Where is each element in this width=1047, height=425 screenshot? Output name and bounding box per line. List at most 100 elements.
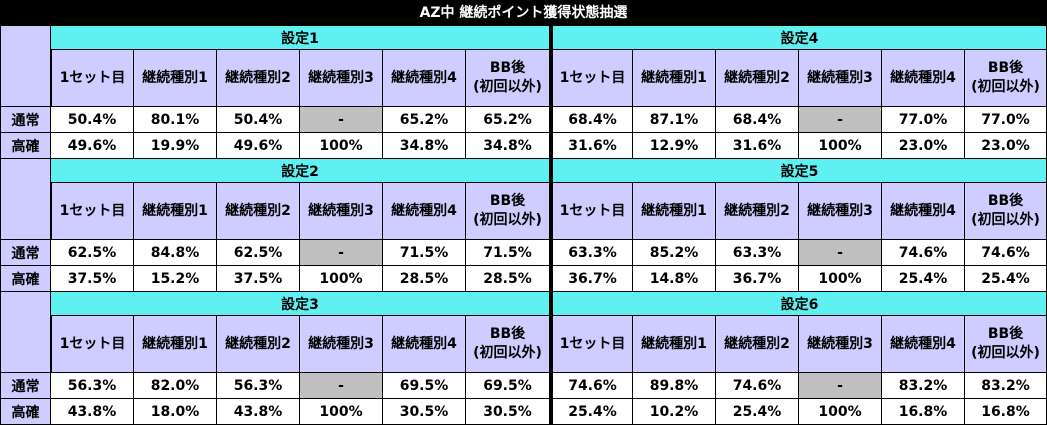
value-cell: 84.8% bbox=[134, 240, 217, 266]
row-label-high: 高確 bbox=[0, 133, 51, 159]
value-cell: 12.9% bbox=[633, 133, 716, 159]
column-header-bb-line1: BB後 bbox=[987, 326, 1024, 342]
setting-label-right: 設定5 bbox=[550, 159, 1047, 183]
value-cell: 31.6% bbox=[550, 133, 633, 159]
value-cell: 19.9% bbox=[134, 133, 217, 159]
value-cell: 68.4% bbox=[716, 107, 799, 133]
table-row: 高確 49.6% 19.9% 49.6% 100% 34.8% 34.8% 31.6% 12.9… bbox=[0, 133, 1047, 159]
value-cell: 65.2% bbox=[383, 107, 466, 133]
table-row: 高確 43.8% 18.0% 43.8% 100% 30.5% 30.5% 25.4% 10.2… bbox=[0, 399, 1047, 425]
value-cell: 62.5% bbox=[51, 240, 134, 266]
row-label-normal: 通常 bbox=[0, 107, 51, 133]
value-cell: 49.6% bbox=[51, 133, 134, 159]
column-header: 継続種別2 bbox=[217, 183, 300, 240]
value-cell: 50.4% bbox=[217, 107, 300, 133]
column-header: 継続種別3 bbox=[799, 316, 882, 373]
column-header-bb: BB後 (初回以外) bbox=[466, 183, 550, 240]
column-header: 継続種別3 bbox=[300, 316, 383, 373]
column-header-bb-line2: (初回以外) bbox=[473, 212, 542, 228]
column-header: 1セット目 bbox=[51, 50, 134, 107]
table-row: 通常 62.5% 84.8% 62.5% -71.5% 71.5% 63.3% 85.2% 63… bbox=[0, 240, 1047, 266]
value-cell: 63.3% bbox=[550, 240, 633, 266]
column-header: 継続種別4 bbox=[882, 183, 965, 240]
value-cell: 56.3% bbox=[51, 373, 134, 399]
column-header: 継続種別4 bbox=[882, 50, 965, 107]
value-cell: 83.2% bbox=[882, 373, 965, 399]
value-cell: 23.0% bbox=[882, 133, 965, 159]
value-cell: 50.4% bbox=[51, 107, 134, 133]
value-cell: 100% bbox=[799, 399, 882, 425]
setting-label-left: 設定2 bbox=[51, 159, 550, 183]
value-cell: - bbox=[300, 240, 383, 266]
value-cell: 15.2% bbox=[134, 266, 217, 292]
row-label-high: 高確 bbox=[0, 266, 51, 292]
value-cell: 100% bbox=[300, 133, 383, 159]
table-body: 設定1 設定4 1セット目 継続種別1 継続種別2 継続種別3 継続種別4 BB後 (初回以外)… bbox=[0, 26, 1047, 425]
column-header: 1セット目 bbox=[51, 183, 134, 240]
table-row: 通常 56.3% 82.0% 56.3% -69.5% 69.5% 74.6% 89.8% 74… bbox=[0, 373, 1047, 399]
setting-row: 設定2 設定5 bbox=[0, 159, 1047, 240]
corner-cell bbox=[0, 159, 51, 240]
value-cell: 18.0% bbox=[134, 399, 217, 425]
column-header: 1セット目 bbox=[51, 316, 134, 373]
column-header: 継続種別2 bbox=[716, 183, 799, 240]
probability-table: 設定1 設定4 1セット目 継続種別1 継続種別2 継続種別3 継続種別4 BB後 (初回以外)… bbox=[0, 26, 1047, 425]
value-cell: 30.5% bbox=[383, 399, 466, 425]
column-header-bb-line2: (初回以外) bbox=[971, 212, 1040, 228]
value-cell: 100% bbox=[300, 266, 383, 292]
value-cell: 25.4% bbox=[882, 266, 965, 292]
value-cell: 85.2% bbox=[633, 240, 716, 266]
column-header-bb: BB後 (初回以外) bbox=[466, 50, 550, 107]
value-cell: 89.8% bbox=[633, 373, 716, 399]
value-cell: 34.8% bbox=[383, 133, 466, 159]
value-cell: 62.5% bbox=[217, 240, 300, 266]
value-cell: 71.5% bbox=[466, 240, 550, 266]
value-cell: 71.5% bbox=[383, 240, 466, 266]
column-header: 継続種別4 bbox=[383, 183, 466, 240]
value-cell: 69.5% bbox=[466, 373, 550, 399]
value-cell: 36.7% bbox=[716, 266, 799, 292]
column-header-bb: BB後 (初回以外) bbox=[965, 50, 1047, 107]
value-cell: 43.8% bbox=[217, 399, 300, 425]
column-header: 継続種別1 bbox=[134, 316, 217, 373]
column-header: 継続種別1 bbox=[134, 50, 217, 107]
setting-label-left: 設定1 bbox=[51, 26, 550, 50]
value-cell: 77.0% bbox=[965, 107, 1047, 133]
value-cell: 16.8% bbox=[882, 399, 965, 425]
column-header: 継続種別3 bbox=[300, 183, 383, 240]
value-cell: 56.3% bbox=[217, 373, 300, 399]
value-cell: 28.5% bbox=[383, 266, 466, 292]
value-cell: 68.4% bbox=[550, 107, 633, 133]
value-cell: 16.8% bbox=[965, 399, 1047, 425]
column-header-bb-line1: BB後 bbox=[489, 326, 526, 342]
column-header: 1セット目 bbox=[550, 50, 633, 107]
value-cell: - bbox=[799, 240, 882, 266]
value-cell: 74.6% bbox=[550, 373, 633, 399]
column-header-row: 1セット目 継続種別1 継続種別2 継続種別3 継続種別4 BB後 (初回以外) 1セット目継… bbox=[0, 183, 1047, 240]
column-header: 継続種別3 bbox=[799, 50, 882, 107]
setting-label-left: 設定3 bbox=[51, 292, 550, 316]
value-cell: - bbox=[799, 107, 882, 133]
column-header-bb-line1: BB後 bbox=[987, 193, 1024, 209]
column-header: 継続種別1 bbox=[633, 50, 716, 107]
value-cell: - bbox=[300, 107, 383, 133]
column-header-bb-line1: BB後 bbox=[489, 60, 526, 76]
column-header: 継続種別4 bbox=[882, 316, 965, 373]
setting-row: 設定3 設定6 bbox=[0, 292, 1047, 373]
value-cell: 87.1% bbox=[633, 107, 716, 133]
value-cell: 25.4% bbox=[550, 399, 633, 425]
column-header: 1セット目 bbox=[550, 183, 633, 240]
column-header: 継続種別2 bbox=[716, 316, 799, 373]
table-row: 高確 37.5% 15.2% 37.5% 100% 28.5% 28.5% 36.7% 14.8… bbox=[0, 266, 1047, 292]
value-cell: 82.0% bbox=[134, 373, 217, 399]
value-cell: 28.5% bbox=[466, 266, 550, 292]
value-cell: 30.5% bbox=[466, 399, 550, 425]
column-header-bb-line1: BB後 bbox=[987, 60, 1024, 76]
column-header-bb-line2: (初回以外) bbox=[971, 345, 1040, 361]
column-header-bb-line1: BB後 bbox=[489, 193, 526, 209]
value-cell: 63.3% bbox=[716, 240, 799, 266]
value-cell: 74.6% bbox=[882, 240, 965, 266]
value-cell: 14.8% bbox=[633, 266, 716, 292]
value-cell: 34.8% bbox=[466, 133, 550, 159]
